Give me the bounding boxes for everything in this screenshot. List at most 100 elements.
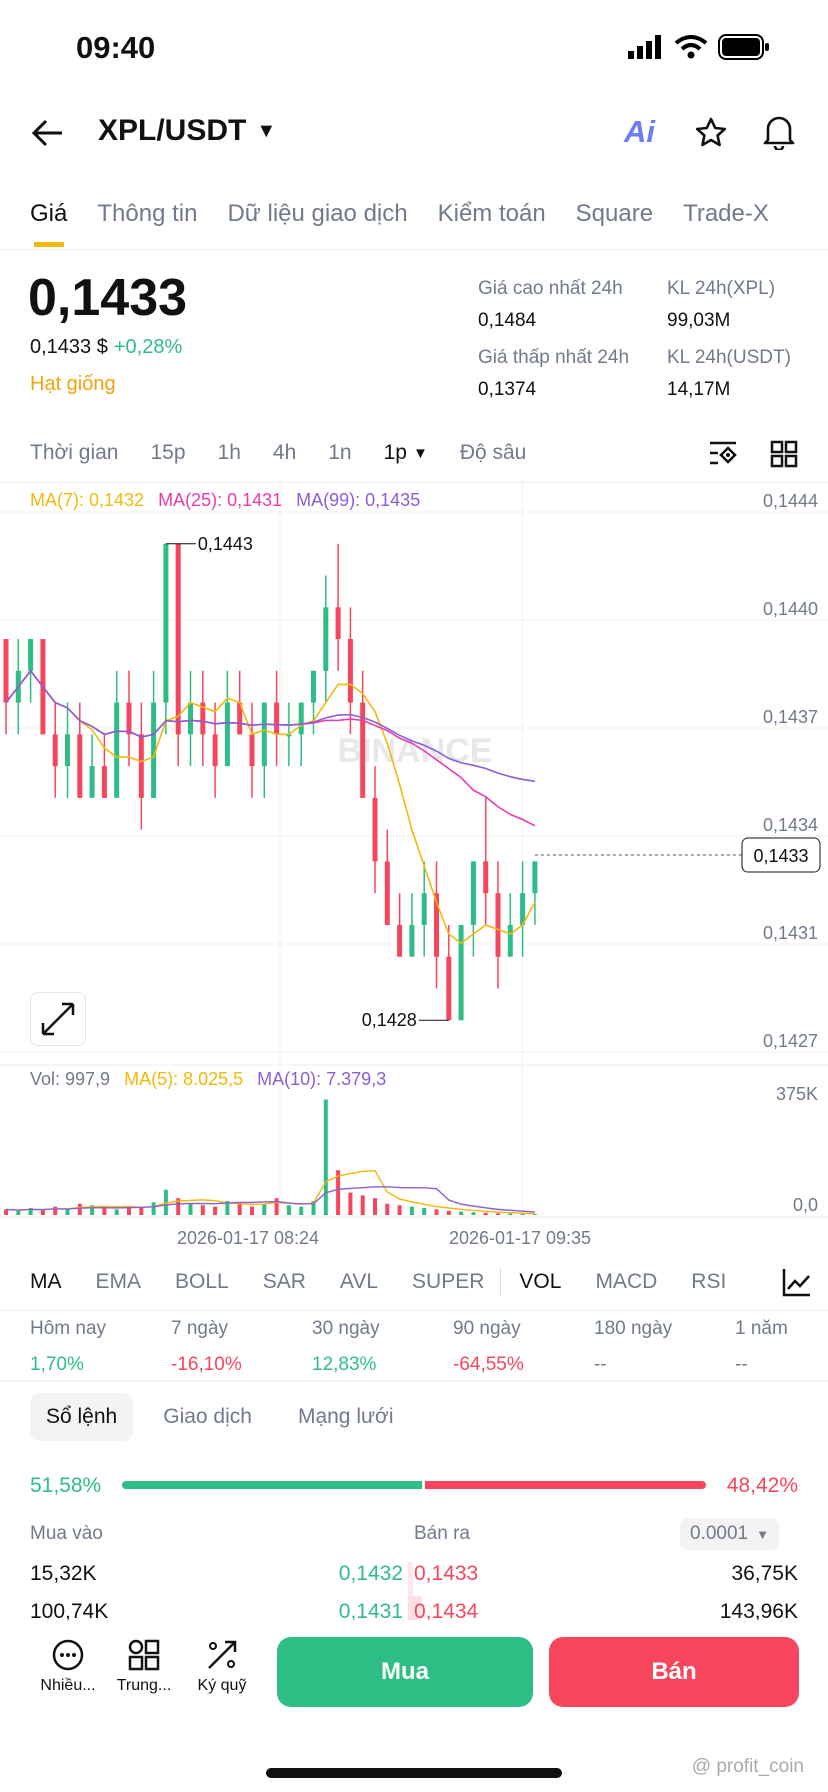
x-label: 2026-01-17 09:35: [449, 1228, 591, 1248]
vol-value: Vol: 997,9: [30, 1069, 111, 1089]
more-button[interactable]: Nhiều...: [28, 1638, 108, 1695]
center-label: Trung...: [116, 1677, 172, 1694]
stat-label: KL 24h(XPL): [667, 278, 776, 299]
candle-body: [65, 734, 70, 767]
ind-vol[interactable]: VOL: [519, 1270, 562, 1293]
stat-vol-xpl: KL 24h(XPL) 99,03M: [667, 278, 775, 332]
ind-rsi[interactable]: RSI: [691, 1270, 727, 1293]
volume-bar: [16, 1210, 21, 1215]
ma-legend: MA(7): 0,1432 MA(25): 0,1431 MA(99): 0,1…: [30, 490, 420, 511]
ind-avl[interactable]: AVL: [339, 1270, 379, 1293]
usd-price: 0,1433 $: [30, 336, 108, 358]
stat-value: 0,1484: [478, 310, 537, 331]
bid-price[interactable]: 0,1431: [338, 1600, 403, 1623]
ind-sar[interactable]: SAR: [262, 1270, 306, 1293]
caret-down-icon: ▼: [756, 1526, 769, 1542]
fullscreen-button[interactable]: [30, 992, 86, 1046]
ma99-line: [5, 669, 536, 783]
star-icon[interactable]: [694, 116, 728, 150]
precision-select[interactable]: 0.0001 ▼: [680, 1518, 779, 1550]
candle-body: [286, 734, 292, 737]
volume-bar: [446, 1210, 451, 1215]
candle-body: [261, 702, 267, 767]
low-label: 0,1428: [362, 1010, 417, 1030]
home-indicator: [266, 1768, 562, 1778]
vol-ma10: MA(10): 7.379,3: [257, 1069, 387, 1089]
stat-label: Giá cao nhất 24h: [478, 278, 623, 299]
vol-tick: 375K: [776, 1084, 818, 1104]
pair-selector[interactable]: XPL/USDT ▼: [98, 114, 276, 148]
volume-bar: [459, 1211, 464, 1215]
tab-trades[interactable]: Giao dịch: [163, 1405, 252, 1428]
ask-price[interactable]: 0,1434: [414, 1600, 479, 1623]
candle-body: [483, 861, 489, 894]
signal-icon: [628, 35, 661, 59]
tab-kiem-toan[interactable]: Kiểm toán: [437, 200, 546, 227]
tab-order-book[interactable]: Sổ lệnh: [30, 1393, 134, 1441]
perf-value: 1,70%: [30, 1354, 84, 1375]
tab-trade-x[interactable]: Trade-X: [683, 200, 769, 227]
tab-indicator: [34, 242, 64, 247]
grid-layout-icon[interactable]: [770, 440, 798, 468]
tf-depth[interactable]: Độ sâu: [459, 441, 527, 464]
ma7-line: [5, 669, 536, 945]
sell-button[interactable]: Bán: [549, 1637, 799, 1707]
tf-15p[interactable]: 15p: [150, 441, 186, 464]
last-price-label: 0,1433: [753, 846, 808, 866]
ask-price[interactable]: 0,1433: [414, 1562, 479, 1585]
tf-time[interactable]: Thời gian: [30, 441, 119, 464]
candle-body: [335, 607, 341, 640]
ind-ma[interactable]: MA: [30, 1270, 62, 1293]
ind-super[interactable]: SUPER: [412, 1270, 485, 1293]
buy-button[interactable]: Mua: [277, 1637, 533, 1707]
kline-chart[interactable]: 0,14440,14400,14370,14340,14310,1427BINA…: [0, 480, 828, 1260]
volume-bar: [114, 1209, 119, 1215]
tf-4h[interactable]: 4h: [272, 441, 297, 464]
candle-body: [3, 639, 9, 703]
tf-selected[interactable]: 1p: [383, 441, 407, 464]
candle-body: [507, 924, 513, 957]
precision-value: 0.0001: [690, 1523, 749, 1544]
volume-bar: [225, 1201, 230, 1215]
seed-tag[interactable]: Hạt giống: [30, 373, 116, 395]
chart-settings-icon[interactable]: [708, 440, 738, 468]
perf-value: -16,10%: [171, 1354, 242, 1375]
divider: [0, 1310, 828, 1311]
ai-icon[interactable]: Ai: [624, 114, 655, 149]
bid-price[interactable]: 0,1432: [338, 1562, 403, 1585]
center-button[interactable]: Trung...: [104, 1638, 184, 1695]
indicator-settings-button[interactable]: [774, 1260, 828, 1304]
tab-du-lieu[interactable]: Dữ liệu giao dịch: [227, 200, 408, 227]
stat-value: 99,03M: [667, 310, 731, 331]
tf-1h[interactable]: 1h: [217, 441, 241, 464]
stat-low: Giá thấp nhất 24h 0,1374: [478, 347, 629, 401]
stat-value: 14,17M: [667, 379, 731, 400]
back-arrow-icon[interactable]: [30, 118, 66, 148]
sell-bar: [424, 1481, 706, 1489]
perf-value: -64,55%: [453, 1354, 524, 1375]
tf-1n[interactable]: 1n: [328, 441, 352, 464]
ma25-value: MA(25): 0,1431: [158, 490, 283, 510]
ind-ema[interactable]: EMA: [95, 1270, 142, 1293]
candle-body: [188, 702, 193, 735]
volume-bar: [397, 1205, 402, 1215]
candle-body: [458, 924, 464, 1021]
candle-body: [372, 797, 378, 862]
perf-item: 30 ngày 12,83%: [312, 1318, 453, 1376]
tab-square[interactable]: Square: [575, 200, 654, 227]
candle-body: [409, 924, 415, 957]
buy-label: Mua vào: [30, 1523, 103, 1544]
ind-macd[interactable]: MACD: [595, 1270, 658, 1293]
depth-bar: [408, 1562, 413, 1596]
tab-gia[interactable]: Giá: [30, 200, 68, 227]
volume-bar: [53, 1206, 58, 1215]
candle-body: [89, 766, 95, 798]
margin-button[interactable]: Ký quỹ: [182, 1638, 262, 1695]
bell-icon[interactable]: [762, 114, 796, 150]
candle-body: [224, 702, 230, 767]
tab-thong-tin[interactable]: Thông tin: [97, 200, 198, 227]
bottom-bar: Nhiều... Trung... Ký quỹ Mua Bán @ profi…: [0, 1620, 828, 1792]
stat-value: 0,1374: [478, 379, 537, 400]
ind-boll[interactable]: BOLL: [175, 1270, 229, 1293]
tab-network[interactable]: Mạng lưới: [297, 1405, 394, 1428]
